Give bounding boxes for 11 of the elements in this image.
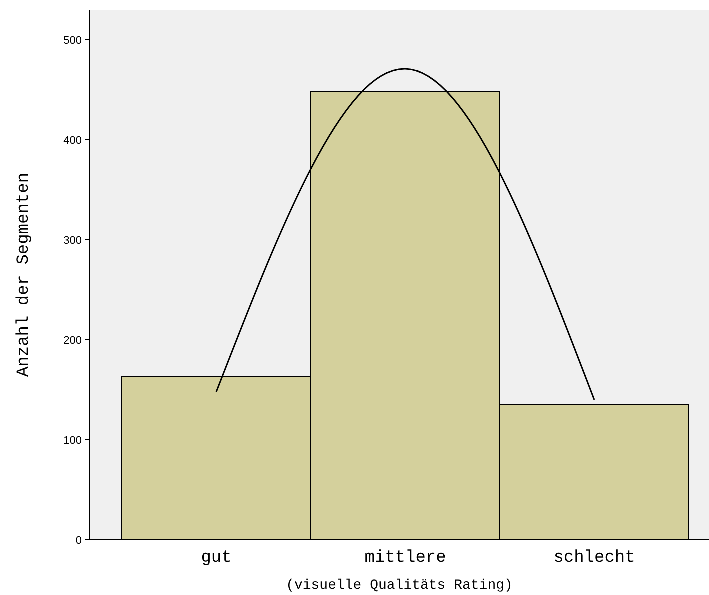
y-axis-title: Anzahl der Segmenten bbox=[15, 172, 34, 378]
x-tick-label: gut bbox=[201, 549, 232, 568]
y-tick-label: 300 bbox=[64, 234, 82, 247]
x-tick-label: mittlere bbox=[364, 549, 446, 568]
y-tick-label: 200 bbox=[64, 334, 82, 347]
y-tick-label: 500 bbox=[64, 34, 82, 47]
x-tick-label: schlecht bbox=[554, 549, 636, 568]
y-tick-label: 0 bbox=[76, 534, 82, 547]
y-tick-label: 100 bbox=[64, 434, 82, 447]
y-tick-label: 400 bbox=[64, 134, 82, 147]
x-axis-title: (visuelle Qualitäts Rating) bbox=[286, 578, 513, 594]
